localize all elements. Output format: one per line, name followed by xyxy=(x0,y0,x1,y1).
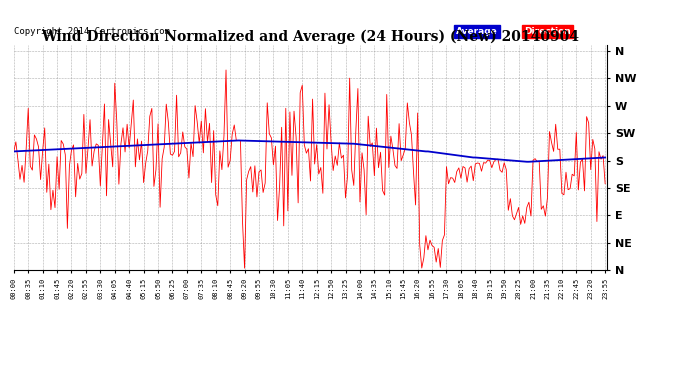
Text: Average: Average xyxy=(456,27,497,36)
Title: Wind Direction Normalized and Average (24 Hours) (New) 20140904: Wind Direction Normalized and Average (2… xyxy=(41,30,580,44)
Text: Direction: Direction xyxy=(524,27,571,36)
Text: Copyright 2014 Cartronics.com: Copyright 2014 Cartronics.com xyxy=(14,27,170,36)
